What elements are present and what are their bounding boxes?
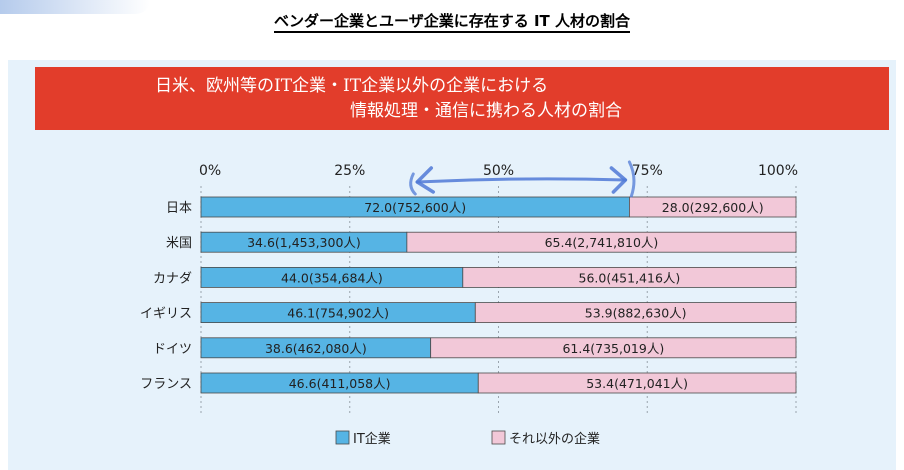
category-label: フランス — [140, 377, 192, 392]
legend-swatch — [335, 430, 350, 445]
data-label: 38.6(462,080人) — [265, 341, 367, 356]
category-label: 米国 — [166, 236, 192, 251]
annotation-arrow-shaft — [415, 177, 627, 184]
bar-other-company — [430, 337, 797, 359]
bar-other-company — [629, 196, 797, 218]
chart-title-line-2: 情報処理・通信に携わる人材の割合 — [350, 101, 622, 121]
x-tick-label: 50% — [483, 163, 514, 179]
bar-other-company — [406, 231, 797, 253]
data-label: 72.0(752,600人) — [364, 200, 466, 215]
x-tick-label: 100% — [758, 163, 798, 179]
data-label: 61.4(735,019人) — [562, 341, 664, 356]
chart-title-line-1: 日米、欧州等のIT企業・IT企業以外の企業における — [155, 76, 549, 96]
data-label: 44.0(354,684人) — [281, 270, 383, 285]
x-tick-label: 25% — [334, 163, 365, 179]
page-title: ベンダー企業とユーザ企業に存在する IT 人材の割合 — [0, 10, 904, 33]
category-label: カナダ — [153, 271, 192, 286]
category-label: イギリス — [140, 307, 192, 322]
data-label: 65.4(2,741,810人) — [545, 235, 659, 250]
legend-label: それ以外の企業 — [509, 431, 600, 447]
data-label: 34.6(1,453,300人) — [247, 235, 361, 250]
bar-other-company — [462, 266, 797, 288]
data-label: 28.0(292,600人) — [662, 200, 764, 215]
bar-other-company — [477, 372, 797, 394]
legend-label: IT企業 — [353, 431, 391, 447]
annotation-arrow-tail-left — [409, 172, 417, 196]
annotation-arrow-head-left — [415, 166, 435, 194]
data-label: 46.1(754,902人) — [287, 306, 389, 321]
category-label: ドイツ — [153, 342, 192, 357]
category-label: 日本 — [166, 201, 192, 216]
bar-other-company — [474, 302, 797, 324]
x-tick-label: 75% — [632, 163, 663, 179]
x-tick-label: 0% — [199, 163, 221, 179]
data-label: 46.6(411,058人) — [289, 376, 391, 391]
data-label: 53.4(471,041人) — [586, 376, 688, 391]
annotation-arrow-tail-right — [627, 160, 636, 198]
annotation-arrow-head-right — [609, 166, 628, 194]
chart-title-banner: 日米、欧州等のIT企業・IT企業以外の企業における 情報処理・通信に携わる人材の… — [35, 67, 889, 130]
data-label: 56.0(451,416人) — [579, 270, 681, 285]
decorative-brush-stroke — [0, 0, 150, 14]
page-title-text: ベンダー企業とユーザ企業に存在する IT 人材の割合 — [274, 12, 630, 33]
data-label: 53.9(882,630人) — [585, 306, 687, 321]
legend-swatch — [491, 430, 506, 445]
chart-panel: 日米、欧州等のIT企業・IT企業以外の企業における 情報処理・通信に携わる人材の… — [8, 60, 896, 470]
